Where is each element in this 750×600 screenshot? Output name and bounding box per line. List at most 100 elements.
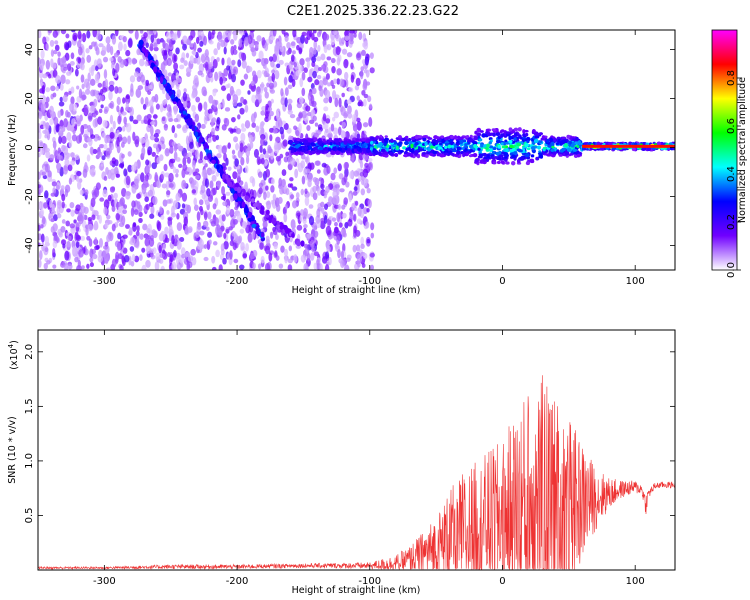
spectrogram-noise-cell [358, 99, 363, 106]
spectrogram-noise-cell [77, 180, 82, 190]
spectrogram-tone-cell [279, 224, 284, 230]
spectrogram-noise-cell [50, 85, 56, 92]
spectrogram-noise-cell [83, 133, 88, 138]
spectrogram-carrier-cell [505, 161, 510, 165]
spectrogram-noise-cell [307, 233, 312, 239]
spectrogram-noise-cell [272, 128, 278, 134]
spectrogram-carrier-cell [505, 148, 509, 153]
spectrogram-noise-cell [45, 59, 51, 70]
spectrogram-noise-cell [286, 42, 291, 49]
spectrogram-noise-cell [67, 40, 72, 48]
spectrogram-noise-cell [127, 38, 133, 49]
spectrogram-noise-cell [56, 162, 62, 171]
spectrogram-noise-cell [90, 167, 96, 178]
spectrogram-noise-cell [221, 57, 225, 66]
spectrogram-carrier-cell [485, 128, 490, 132]
spectrogram-noise-cell [116, 242, 122, 252]
spectrogram-carrier-cell [468, 154, 473, 158]
spectrogram-noise-cell [67, 235, 72, 241]
spectrogram-carrier-cell [503, 152, 509, 156]
spectrogram-noise-cell [73, 219, 77, 224]
spectrogram-noise-cell [268, 252, 273, 262]
spectrogram-noise-cell [311, 56, 317, 63]
spectrogram-noise-cell [316, 208, 321, 218]
spectrogram-noise-cell [347, 112, 353, 119]
spectrogram-noise-cell [292, 200, 298, 209]
spectrogram-carrier-cell [335, 144, 340, 148]
spectrogram-noise-cell [78, 88, 83, 99]
spectrogram-noise-cell [108, 90, 113, 101]
spectrogram-noise-cell [304, 247, 310, 257]
spectrogram-noise-cell [350, 74, 355, 83]
spectrogram-noise-cell [125, 122, 132, 133]
spectrogram-noise-cell [251, 70, 257, 78]
spectrogram-noise-cell [81, 94, 87, 101]
spectrogram-noise-cell [153, 143, 158, 149]
spectrogram-carrier-cell [549, 137, 553, 142]
spectrogram-noise-cell [365, 81, 371, 86]
spectrogram-noise-cell [125, 224, 130, 229]
spectrogram-carrier-cell [476, 127, 482, 133]
spectrogram-carrier-cell [560, 140, 566, 145]
spectrogram-noise-cell [215, 249, 220, 258]
spectrogram-carrier-cell [353, 144, 357, 149]
spectrogram-noise-cell [134, 30, 139, 40]
spectrogram-y-tick-label: 40 [24, 43, 35, 56]
spectrogram-carrier-cell [500, 142, 504, 146]
spectrogram-noise-cell [358, 31, 363, 41]
spectrogram-noise-cell [111, 223, 116, 232]
spectrogram-noise-cell [183, 88, 187, 93]
spectrogram-carrier-cell [564, 152, 569, 156]
spectrogram-noise-cell [326, 245, 331, 253]
spectrogram-noise-cell [103, 175, 108, 181]
spectrogram-noise-cell [312, 115, 317, 122]
spectrogram-noise-cell [54, 40, 59, 45]
spectrogram-noise-cell [51, 62, 57, 69]
spectrogram-noise-cell [141, 247, 146, 253]
spectrogram-noise-cell [320, 217, 325, 224]
spectrogram-noise-cell [281, 169, 287, 176]
spectrogram-carrier-cell [303, 139, 309, 144]
spectrogram-noise-cell [140, 74, 145, 83]
spectrogram-noise-cell [316, 74, 322, 80]
spectrogram-noise-cell [69, 152, 76, 158]
spectrogram-noise-cell [300, 160, 306, 169]
spectrogram-noise-cell [222, 201, 228, 207]
spectrogram-noise-cell [210, 118, 214, 128]
spectrogram-noise-cell [127, 151, 132, 157]
spectrogram-noise-cell [304, 188, 308, 195]
spectrogram-noise-cell [323, 44, 328, 54]
spectrogram-noise-cell [146, 227, 151, 234]
spectrogram-noise-cell [50, 226, 55, 234]
spectrogram-carrier-cell [365, 139, 370, 144]
spectrogram-noise-cell [65, 33, 70, 39]
spectrogram-noise-cell [123, 254, 130, 263]
spectrogram-carrier-cell [338, 138, 342, 143]
spectrogram-noise-cell [320, 64, 326, 69]
spectrogram-noise-cell [79, 189, 84, 196]
spectrogram-noise-cell [221, 98, 225, 109]
spectrogram-carrier-cell [347, 140, 353, 144]
spectrogram-noise-cell [258, 182, 264, 188]
spectrogram-noise-cell [162, 199, 168, 207]
spectrogram-noise-cell [225, 84, 230, 89]
spectrogram-noise-cell [145, 165, 150, 173]
spectrogram-noise-cell [265, 238, 271, 244]
spectrogram-noise-cell [316, 259, 320, 266]
spectrogram-noise-cell [323, 203, 329, 210]
spectrogram-noise-cell [306, 60, 310, 69]
spectrogram-noise-cell [350, 62, 354, 70]
spectrogram-noise-cell [118, 222, 125, 228]
spectrogram-carrier-cell [411, 136, 415, 141]
spectrogram-noise-cell [45, 87, 51, 93]
spectrogram-carrier-cell [511, 154, 516, 159]
spectrogram-noise-cell [111, 186, 115, 191]
spectrogram-noise-cell [49, 118, 54, 126]
spectrogram-noise-cell [207, 71, 213, 79]
spectrogram-carrier-cell [456, 140, 460, 144]
spectrogram-carrier-cell [505, 131, 511, 134]
spectrogram-noise-cell [330, 38, 336, 46]
spectrogram-noise-cell [367, 162, 372, 170]
spectrogram-noise-cell [240, 123, 245, 129]
spectrogram-noise-cell [328, 257, 332, 266]
